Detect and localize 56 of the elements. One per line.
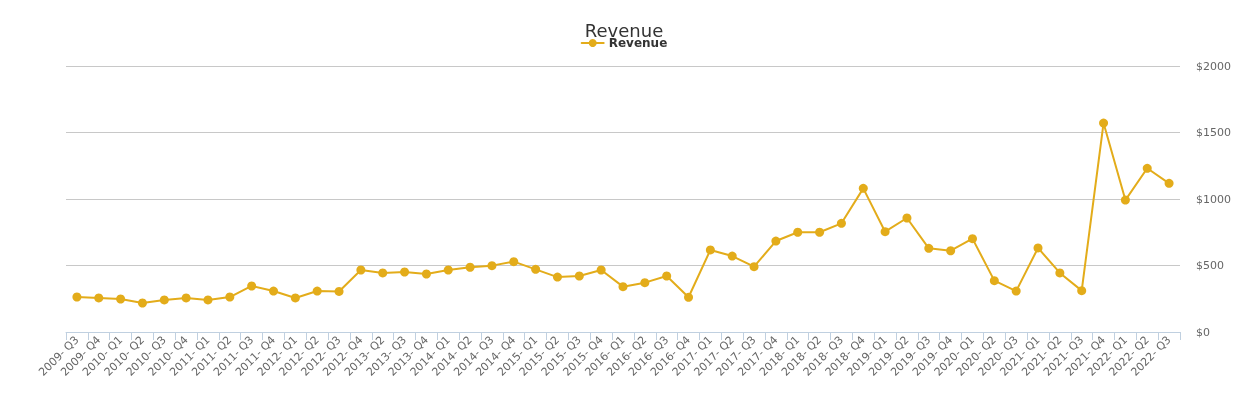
point <box>116 294 126 304</box>
point <box>72 292 82 302</box>
point <box>1142 163 1152 173</box>
point <box>181 293 191 303</box>
point <box>356 265 366 275</box>
point <box>574 271 584 281</box>
point <box>1077 286 1087 296</box>
point <box>662 271 672 281</box>
point <box>902 213 912 223</box>
point <box>509 257 519 267</box>
point <box>443 265 453 275</box>
point <box>793 227 803 237</box>
point <box>312 286 322 296</box>
y-tick-label: $1500 <box>1196 126 1231 139</box>
point <box>531 264 541 274</box>
point <box>1099 118 1109 128</box>
point <box>836 218 846 228</box>
point <box>421 269 431 279</box>
point <box>684 292 694 302</box>
point <box>378 268 388 278</box>
point <box>749 262 759 272</box>
y-tick-label: $2000 <box>1196 59 1231 73</box>
point <box>552 272 562 282</box>
point <box>94 293 104 303</box>
y-tick-label: $500 <box>1196 259 1224 272</box>
point <box>815 227 825 237</box>
point <box>705 245 715 255</box>
y-tick-label: $1000 <box>1196 192 1231 206</box>
point <box>465 262 475 272</box>
point <box>290 293 300 303</box>
point <box>989 276 999 286</box>
point <box>924 243 934 253</box>
point <box>771 236 781 246</box>
point <box>159 295 169 305</box>
point <box>946 246 956 256</box>
point <box>1055 268 1065 278</box>
point <box>1120 195 1130 205</box>
point <box>727 251 737 261</box>
point <box>269 286 279 296</box>
y-tick-label: $0 <box>1196 325 1210 339</box>
point <box>247 281 257 291</box>
point <box>1011 286 1021 296</box>
point <box>596 265 606 275</box>
point <box>334 286 344 296</box>
point <box>1033 243 1043 253</box>
point <box>640 278 650 288</box>
point <box>487 261 497 271</box>
point <box>400 267 410 277</box>
point <box>1164 178 1174 188</box>
point <box>225 292 235 302</box>
point <box>203 295 213 305</box>
point <box>137 298 147 308</box>
point <box>968 234 977 244</box>
point <box>880 227 890 237</box>
point <box>858 183 868 193</box>
point <box>618 282 628 292</box>
